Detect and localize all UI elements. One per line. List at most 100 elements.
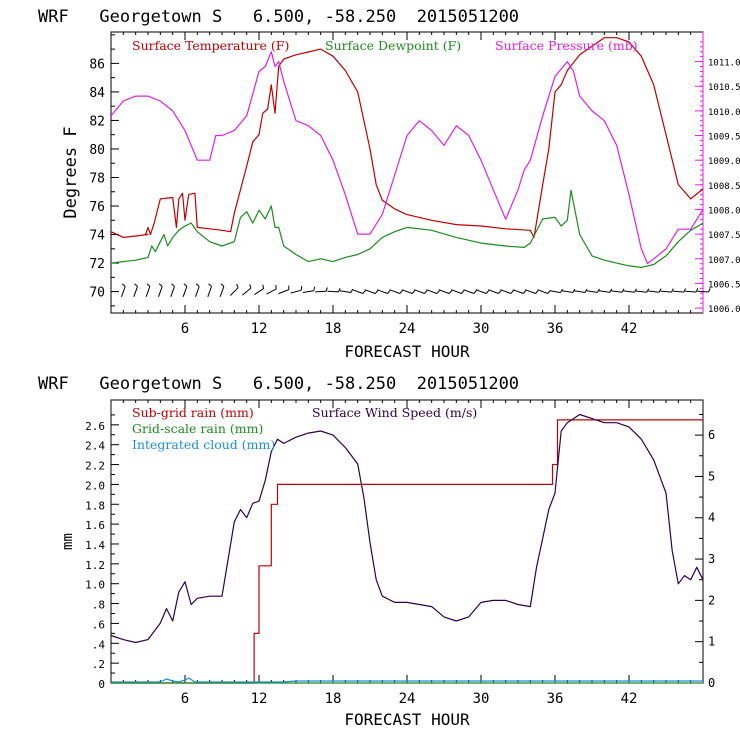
legend-entry: Surface Wind Speed (m/s) xyxy=(312,405,477,420)
series-line-surface-wind-speed-m-s xyxy=(110,413,704,644)
x-tick-label: 6 xyxy=(181,691,189,707)
legend-entry: Integrated cloud (mm) xyxy=(132,437,275,452)
wind-barb xyxy=(377,289,391,294)
y-axis-label: Degrees F xyxy=(61,126,81,218)
y2-tick-label: 0 xyxy=(708,676,715,690)
y-tick-label: 2.2 xyxy=(85,460,105,473)
y2-tick-label: 1007.5 xyxy=(708,231,740,241)
y2-tick-label: 1010.5 xyxy=(708,83,740,93)
wind-barb xyxy=(697,288,711,293)
y-tick-label: 74 xyxy=(89,229,105,244)
y2-tick-label: 1008.5 xyxy=(708,182,740,192)
y-tick-label: 76 xyxy=(89,200,105,215)
series-line-surface-pressure-mb xyxy=(110,51,704,265)
x-tick-label: 18 xyxy=(325,321,342,337)
x-tick-label: 30 xyxy=(473,691,490,707)
x-tick-label: 36 xyxy=(547,691,564,707)
wind-barb xyxy=(327,288,341,293)
chart-panel-2: WRF Georgetown S 6.500, -58.250 20150512… xyxy=(38,374,715,729)
wind-barb xyxy=(158,283,163,297)
wind-barb xyxy=(475,289,490,294)
x-tick-label: 12 xyxy=(251,691,268,707)
x-axis-label: FORECAST HOUR xyxy=(344,342,470,361)
y2-tick-label: 1006.0 xyxy=(708,305,740,315)
y-tick-label: 1.0 xyxy=(85,579,105,592)
wind-barb xyxy=(254,284,265,296)
y2-tick-label: 6 xyxy=(708,428,715,442)
wind-barb xyxy=(451,289,465,294)
series-line-surface-dewpoint-f xyxy=(110,189,704,268)
wind-barb xyxy=(438,289,453,294)
legend-entry: Surface Pressure (mb) xyxy=(495,38,638,53)
y-tick-label: 86 xyxy=(89,57,105,72)
y-tick-label: 0 xyxy=(98,678,105,691)
chart-title: WRF Georgetown S 6.500, -58.250 20150512… xyxy=(38,7,519,27)
wind-barb xyxy=(500,289,514,294)
y-tick-label: 72 xyxy=(89,257,105,272)
wind-barb xyxy=(401,289,416,294)
wind-barb xyxy=(598,288,613,293)
y-tick-label: 2.4 xyxy=(85,440,105,453)
chart-panel-1: WRF Georgetown S 6.500, -58.250 20150512… xyxy=(38,7,740,361)
wind-barb xyxy=(672,288,687,293)
y-tick-label: 1.4 xyxy=(85,539,105,552)
series-line-sub-grid-rain-mm xyxy=(111,419,703,684)
legend-entry: Grid-scale rain (mm) xyxy=(132,421,263,436)
legend-entry: Surface Temperature (F) xyxy=(132,38,289,53)
y-tick-label: 82 xyxy=(89,114,105,129)
wind-barb xyxy=(170,283,175,297)
y-tick-label: .2 xyxy=(92,658,105,671)
y-tick-label: .8 xyxy=(92,599,105,612)
y-tick-label: .4 xyxy=(92,638,106,651)
x-tick-label: 18 xyxy=(325,691,342,707)
y2-tick-label: 1010.0 xyxy=(708,108,740,118)
wind-barb xyxy=(660,288,674,293)
y-tick-label: 70 xyxy=(89,286,105,301)
y-tick-label: 1.6 xyxy=(85,519,105,532)
wind-barb xyxy=(230,283,239,296)
y-tick-label: 80 xyxy=(89,143,105,158)
x-axis-label: FORECAST HOUR xyxy=(344,710,470,729)
wind-barb xyxy=(512,289,527,294)
y-tick-label: 78 xyxy=(89,171,105,186)
wind-barb xyxy=(611,288,625,293)
wind-barb xyxy=(586,288,600,293)
y2-tick-label: 1009.0 xyxy=(708,157,740,167)
wind-barb xyxy=(352,289,366,294)
wind-barb xyxy=(302,286,316,293)
y-tick-label: 84 xyxy=(89,86,105,101)
wind-barb xyxy=(389,289,403,294)
wind-barb xyxy=(145,283,151,297)
wind-barb xyxy=(290,286,303,294)
wind-barb xyxy=(242,284,252,296)
y-tick-label: 1.8 xyxy=(85,499,105,512)
y-tick-label: 2.0 xyxy=(85,479,105,492)
x-tick-label: 42 xyxy=(621,321,638,337)
y2-tick-label: 1007.0 xyxy=(708,256,740,266)
wind-barb xyxy=(463,289,477,294)
wind-barb xyxy=(315,287,328,293)
x-tick-label: 30 xyxy=(473,321,490,337)
series-line-integrated-cloud-mm xyxy=(111,677,703,683)
wind-barb xyxy=(488,289,502,294)
wind-barb xyxy=(339,288,354,293)
wind-barb xyxy=(549,288,563,294)
wind-barb xyxy=(364,289,379,294)
wind-barb xyxy=(648,288,662,293)
y2-tick-label: 3 xyxy=(708,552,715,566)
wind-barb xyxy=(685,288,699,293)
wind-barb xyxy=(207,283,212,297)
wind-barb xyxy=(426,289,440,294)
wind-barb xyxy=(561,288,576,293)
x-tick-label: 24 xyxy=(399,321,416,337)
wind-barb xyxy=(414,289,428,294)
legend-entry: Surface Dewpoint (F) xyxy=(325,38,461,53)
y2-tick-label: 1 xyxy=(708,635,715,649)
y2-tick-label: 1011.0 xyxy=(708,59,740,69)
wind-barb xyxy=(635,288,650,293)
y-tick-label: .6 xyxy=(92,618,105,631)
wind-barb xyxy=(266,285,277,295)
wind-barb xyxy=(195,283,200,297)
wind-barb xyxy=(182,283,188,297)
